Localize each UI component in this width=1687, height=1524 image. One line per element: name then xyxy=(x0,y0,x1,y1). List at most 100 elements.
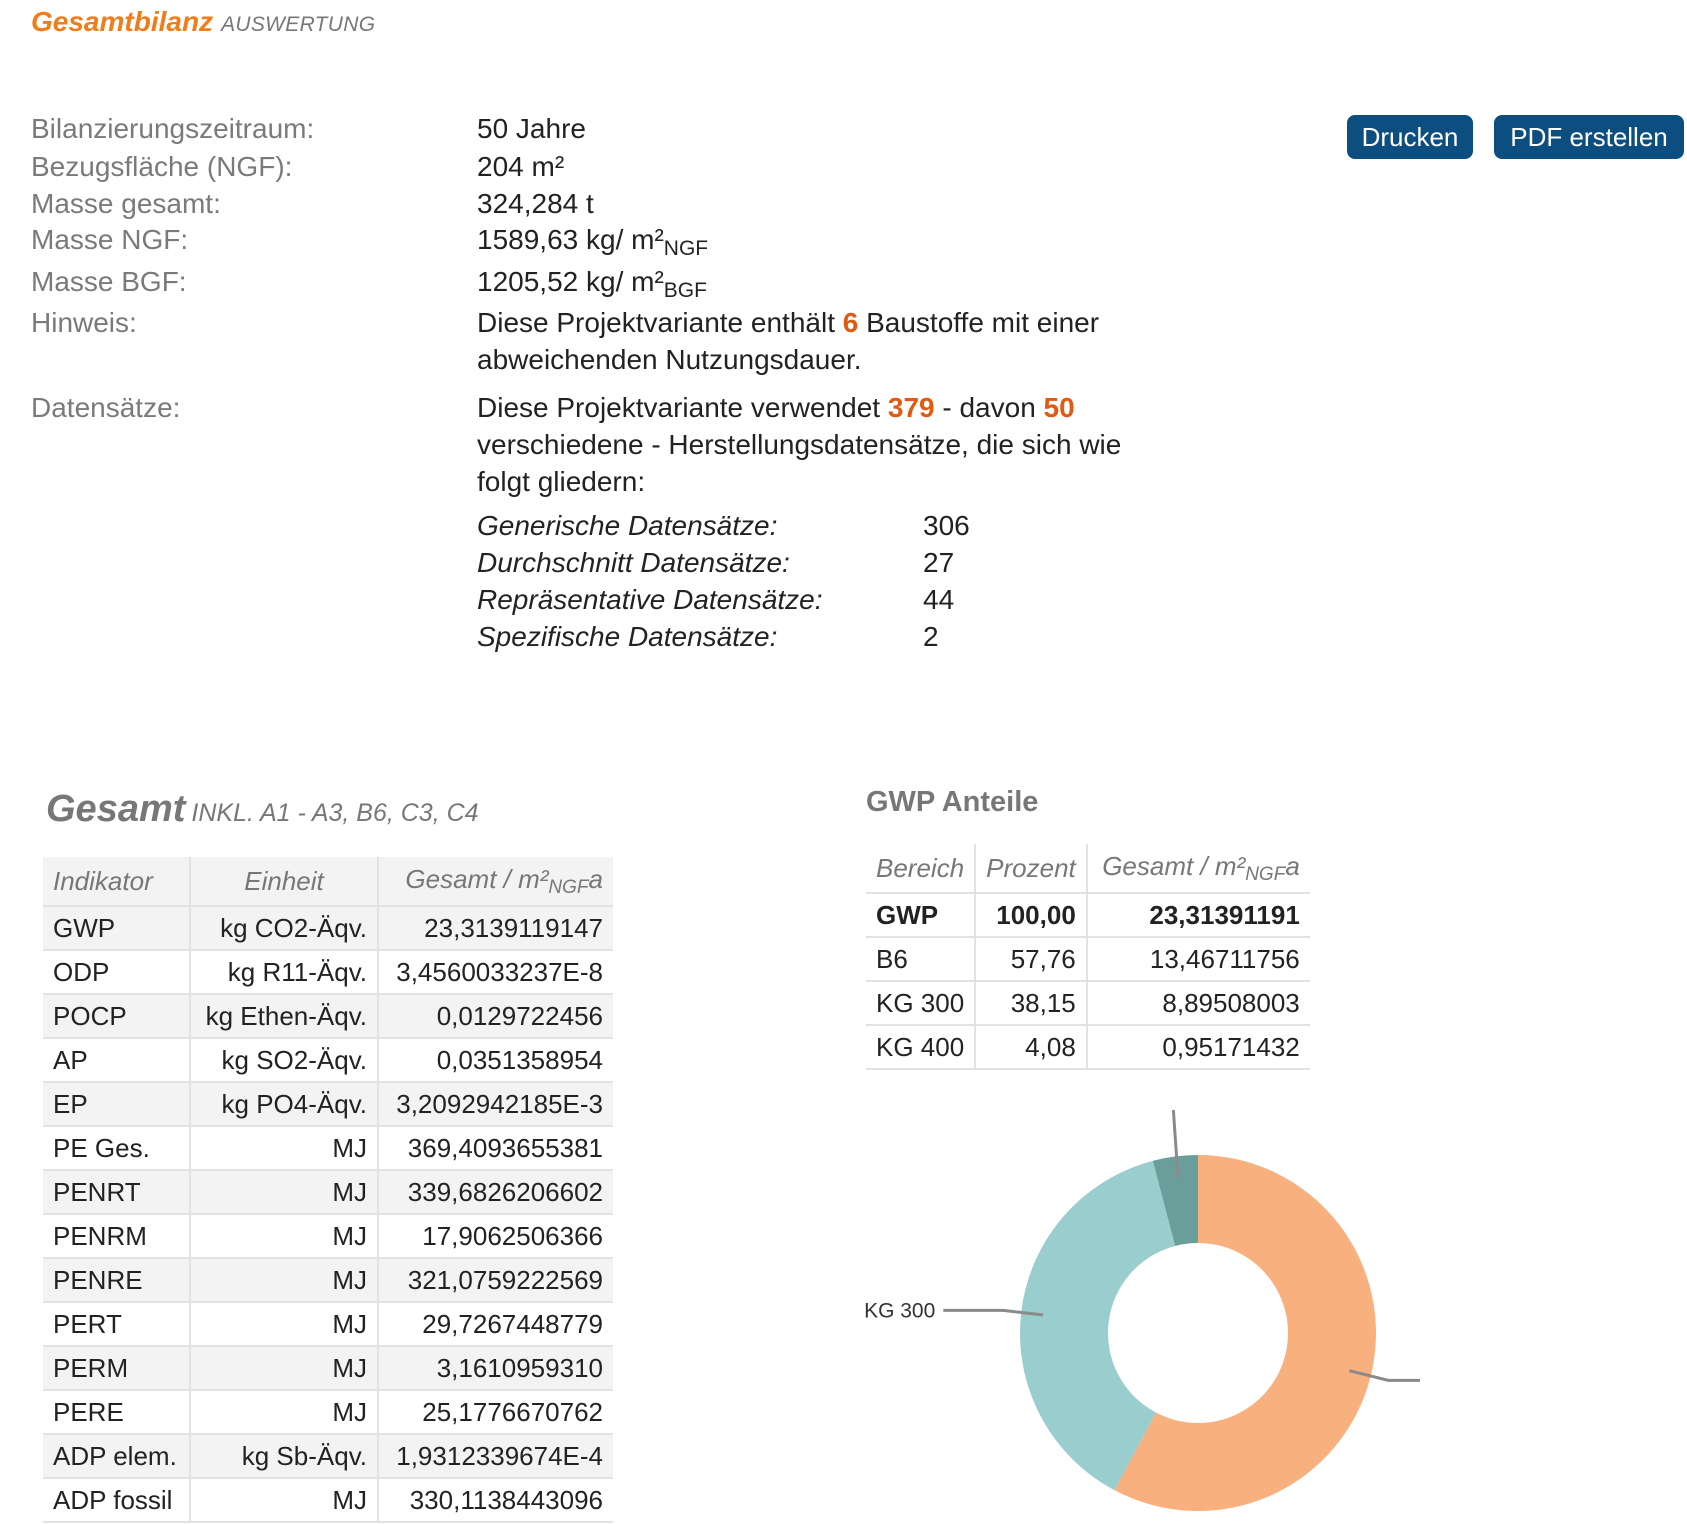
dataset-type-label: Durchschnitt Datensätze: xyxy=(477,547,790,578)
table-row: KG 400 4,08 0,95171432 xyxy=(866,1025,1310,1070)
donut-leader-line xyxy=(943,1308,1044,1317)
table-row: PERM MJ 3,1610959310 xyxy=(43,1346,613,1391)
donut-leader-line xyxy=(1349,1369,1420,1382)
cell-indicator: PE Ges. xyxy=(43,1126,191,1171)
gesamt-title: Gesamt xyxy=(46,788,186,830)
page-title: Gesamtbilanz xyxy=(31,6,214,37)
donut-slice-b6 xyxy=(1114,1155,1376,1511)
cell-value: 339,6826206602 xyxy=(378,1170,613,1215)
table-row: PENRE MJ 321,0759222569 xyxy=(43,1258,613,1303)
print-button[interactable]: Drucken xyxy=(1347,115,1473,159)
dataset-type-value: 27 xyxy=(923,547,955,578)
cell-indicator: PENRE xyxy=(43,1258,191,1303)
mass-bgf-number: 1205,52 kg/ m² xyxy=(477,266,664,297)
table-row: GWP kg CO2-Äqv. 23,3139119147 xyxy=(43,906,613,951)
hint-label: Hinweis: xyxy=(31,307,137,338)
table-row: ODP kg R11-Äqv. 3,4560033237E-8 xyxy=(43,950,613,995)
cell-value: 369,4093655381 xyxy=(378,1126,613,1171)
cell-unit: kg Sb-Äqv. xyxy=(190,1434,379,1479)
cell-indicator: ODP xyxy=(43,950,191,995)
cell-area: GWP xyxy=(866,893,977,938)
cell-indicator: ADP elem. xyxy=(43,1434,191,1479)
create-pdf-button[interactable]: PDF erstellen xyxy=(1494,115,1684,159)
datasets-text-part1: Diese Projektvariante verwendet xyxy=(477,392,888,423)
mass-ngf-value: 1589,63 kg/ m²NGF xyxy=(477,224,708,261)
cell-value: 1,9312339674E-4 xyxy=(378,1434,613,1479)
donut-leader-line xyxy=(1171,1110,1180,1179)
cell-indicator: PENRM xyxy=(43,1214,191,1259)
mass-bgf-value: 1205,52 kg/ m²BGF xyxy=(477,266,707,303)
cell-value: 321,0759222569 xyxy=(378,1258,613,1303)
cell-percent: 38,15 xyxy=(975,981,1088,1026)
header-total-subscript: NGF xyxy=(548,876,589,898)
datasets-text-part2: - davon xyxy=(934,392,1044,423)
header-unit: Einheit xyxy=(190,857,379,907)
header-gwp-total: Gesamt / m²NGFa xyxy=(1086,844,1310,894)
area-label: Bezugsfläche (NGF): xyxy=(31,151,293,182)
dataset-type-value: 44 xyxy=(923,584,955,615)
cell-unit: MJ xyxy=(190,1170,379,1215)
donut-slice-kg-400 xyxy=(1152,1155,1198,1246)
mass-total-value: 324,284 t xyxy=(477,188,594,219)
cell-unit: MJ xyxy=(190,1346,379,1391)
cell-percent: 100,00 xyxy=(975,893,1088,938)
table-row: POCP kg Ethen-Äqv. 0,0129722456 xyxy=(43,994,613,1039)
period-label: Bilanzierungszeitraum: xyxy=(31,113,315,144)
dataset-type-value: 306 xyxy=(923,510,970,541)
cell-value: 17,9062506366 xyxy=(378,1214,613,1259)
table-row: GWP 100,00 23,31391191 xyxy=(866,893,1310,938)
cell-unit: kg PO4-Äqv. xyxy=(190,1082,379,1127)
gesamt-subtitle: INKL. A1 - A3, B6, C3, C4 xyxy=(191,799,479,827)
cell-unit: kg SO2-Äqv. xyxy=(190,1038,379,1083)
cell-value: 3,2092942185E-3 xyxy=(378,1082,613,1127)
cell-indicator: PERM xyxy=(43,1346,191,1391)
gwp-shares-title: GWP Anteile xyxy=(866,786,1039,818)
table-row: KG 300 38,15 8,89508003 xyxy=(866,981,1310,1026)
cell-area: B6 xyxy=(866,937,977,982)
table-row: B6 57,76 13,46711756 xyxy=(866,937,1310,982)
page-header: Gesamtbilanz AUSWERTUNG xyxy=(31,6,375,38)
cell-value: 3,1610959310 xyxy=(378,1346,613,1391)
cell-value: 0,0129722456 xyxy=(378,994,613,1039)
cell-value: 0,95171432 xyxy=(1086,1025,1310,1070)
cell-value: 29,7267448779 xyxy=(378,1302,613,1347)
cell-area: KG 400 xyxy=(866,1025,977,1070)
header-area: Bereich xyxy=(866,844,977,894)
cell-value: 330,1138443096 xyxy=(378,1478,613,1523)
table-row: EP kg PO4-Äqv. 3,2092942185E-3 xyxy=(43,1082,613,1127)
dataset-type-label: Spezifische Datensätze: xyxy=(477,621,778,652)
table-row: ADP fossil MJ 330,1138443096 xyxy=(43,1478,613,1523)
cell-value: 23,31391191 xyxy=(1086,893,1310,938)
cell-value: 25,1776670762 xyxy=(378,1390,613,1435)
mass-ngf-number: 1589,63 kg/ m² xyxy=(477,224,664,255)
cell-percent: 57,76 xyxy=(975,937,1088,982)
dataset-type-label: Generische Datensätze: xyxy=(477,510,778,541)
mass-ngf-label: Masse NGF: xyxy=(31,224,189,255)
table-row: PENRM MJ 17,9062506366 xyxy=(43,1214,613,1259)
mass-ngf-subscript: NGF xyxy=(663,237,709,260)
table-row: ADP elem. kg Sb-Äqv. 1,9312339674E-4 xyxy=(43,1434,613,1479)
donut-label: KG 300 xyxy=(864,1299,935,1322)
cell-area: KG 300 xyxy=(866,981,977,1026)
header-total-suffix: a xyxy=(588,863,603,894)
mass-bgf-label: Masse BGF: xyxy=(31,266,187,297)
datasets-total: 379 xyxy=(887,392,935,423)
cell-value: 13,46711756 xyxy=(1086,937,1310,982)
header-percent: Prozent xyxy=(975,844,1088,894)
table-row: PERE MJ 25,1776670762 xyxy=(43,1390,613,1435)
datasets-text-part3: verschiedene - Herstellungsdatensätze, d… xyxy=(477,429,1122,497)
table-row: AP kg SO2-Äqv. 0,0351358954 xyxy=(43,1038,613,1083)
header-indicator: Indikator xyxy=(43,857,191,907)
donut-slice-kg-300 xyxy=(1019,1160,1176,1491)
cell-indicator: AP xyxy=(43,1038,191,1083)
header-gwp-total-text: Gesamt / m² xyxy=(1102,850,1246,881)
table-row: PE Ges. MJ 369,4093655381 xyxy=(43,1126,613,1171)
cell-unit: kg CO2-Äqv. xyxy=(190,906,379,951)
cell-value: 0,0351358954 xyxy=(378,1038,613,1083)
area-value: 204 m² xyxy=(477,151,565,182)
cell-unit: kg Ethen-Äqv. xyxy=(190,994,379,1039)
cell-unit: MJ xyxy=(190,1258,379,1303)
gwp-table-header: Bereich Prozent Gesamt / m²NGFa xyxy=(866,844,1310,894)
datasets-distinct: 50 xyxy=(1043,392,1075,423)
header-total: Gesamt / m²NGFa xyxy=(378,857,613,907)
